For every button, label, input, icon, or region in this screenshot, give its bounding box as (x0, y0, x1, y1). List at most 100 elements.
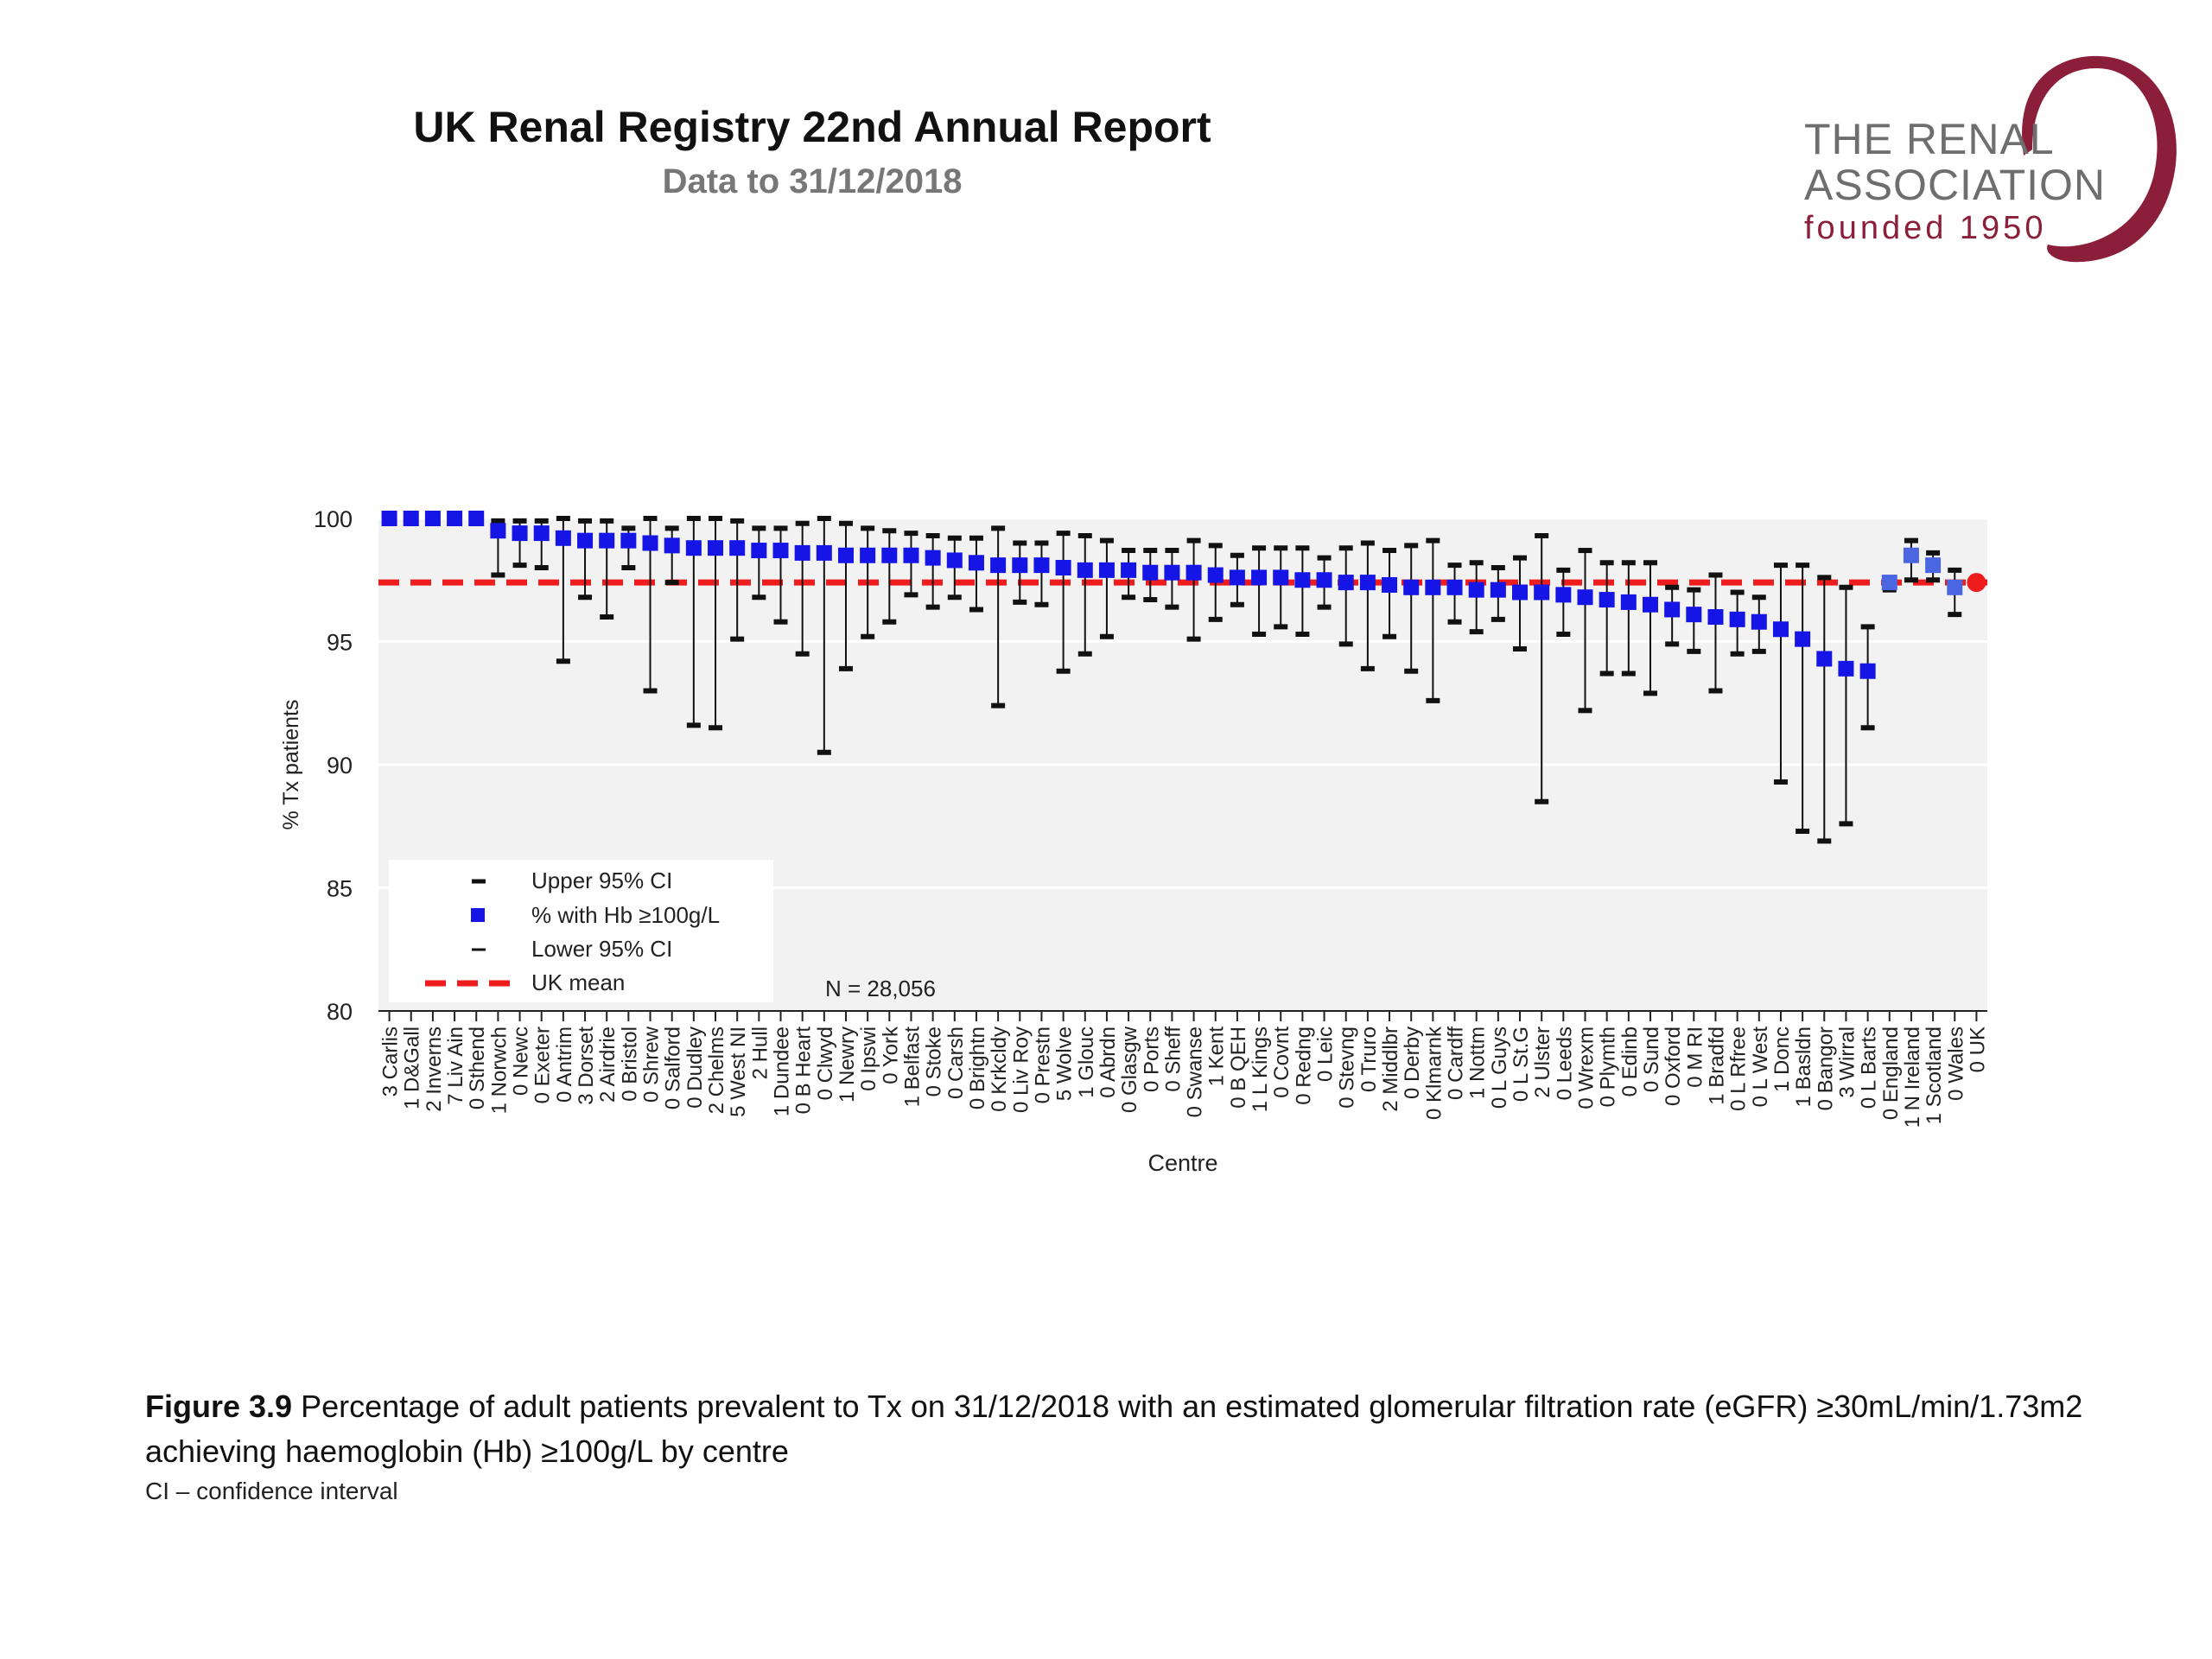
x-tick-label: 0 B Heart (792, 1027, 816, 1115)
y-tick-label: 90 (327, 753, 353, 779)
x-tick-label: 7 Liv Ain (444, 1027, 467, 1105)
data-point (1229, 569, 1245, 586)
data-point (1359, 575, 1376, 591)
data-point (620, 532, 637, 549)
data-point (708, 540, 724, 556)
data-point (1121, 562, 1137, 578)
x-tick-label: 0 Ipswi (857, 1027, 880, 1091)
x-tick-label: 1 L Kings (1249, 1027, 1272, 1112)
data-point (664, 537, 680, 554)
data-point (794, 544, 810, 561)
x-tick-label: 0 Clwyd (814, 1027, 837, 1100)
data-point (1446, 579, 1463, 595)
data-point (1555, 587, 1572, 603)
x-tick-label: 1 Basldn (1792, 1027, 1815, 1107)
data-point (1577, 589, 1593, 606)
data-point (512, 525, 528, 542)
x-tick-label: 0 Newc (510, 1027, 533, 1096)
x-tick-label: 2 Middlbr (1379, 1027, 1402, 1112)
data-point (577, 532, 594, 549)
data-point (729, 540, 746, 556)
legend-point-marker (471, 908, 485, 922)
logo-line-1: THE RENAL (1804, 115, 2055, 163)
x-tick-label: 1 Glouc (1075, 1027, 1098, 1098)
data-point (1772, 621, 1789, 638)
figure-caption-note: CI – confidence interval (145, 1478, 398, 1504)
report-subtitle: Data to 31/12/2018 (662, 162, 963, 200)
x-tick-label: 1 D&Gall (401, 1027, 424, 1109)
x-tick-label: 0 Stoke (923, 1027, 946, 1096)
x-tick-label: 0 Dudley (683, 1027, 707, 1109)
x-tick-label: 0 Shrew (640, 1026, 664, 1103)
x-tick-label: 1 N Ireland (1901, 1027, 1924, 1128)
data-point (968, 555, 984, 571)
data-point (1490, 582, 1506, 598)
x-tick-label: 2 Airdrie (596, 1027, 620, 1103)
x-tick-label: 0 Liv Roy (1009, 1027, 1033, 1113)
data-point (990, 557, 1007, 574)
x-tick-label: 0 L West (1749, 1027, 1772, 1108)
data-point (925, 550, 941, 566)
x-tick-label: 0 Carsh (944, 1027, 968, 1099)
x-tick-label: 0 Ports (1140, 1027, 1163, 1092)
y-axis-label: % Tx patients (279, 699, 303, 830)
x-tick-label: 0 B QEH (1227, 1027, 1250, 1109)
data-point (1468, 582, 1484, 598)
x-tick-label: 0 Exeter (531, 1027, 555, 1103)
data-point (1859, 663, 1876, 679)
data-point (1751, 613, 1767, 630)
x-tick-label: 2 Hull (748, 1027, 772, 1079)
data-point (1142, 564, 1159, 581)
x-tick-label: 0 UK (1966, 1027, 1989, 1072)
data-point (860, 547, 876, 563)
data-point (751, 543, 767, 559)
x-tick-label: 3 Wirral (1835, 1027, 1859, 1098)
data-point (1947, 579, 1963, 595)
data-point (1925, 557, 1942, 574)
data-point (403, 511, 419, 526)
data-point (903, 547, 919, 563)
data-point (1077, 562, 1093, 578)
data-point (1425, 579, 1441, 595)
x-tick-label: 2 Chelms (705, 1027, 728, 1114)
data-point (1512, 584, 1529, 601)
x-tick-label: 0 Abrdn (1096, 1027, 1120, 1098)
x-tick-label: 5 West NI (727, 1027, 750, 1117)
x-tick-label: 1 Newry (836, 1027, 859, 1103)
legend-label: UK mean (531, 969, 625, 995)
x-tick-label: 0 Glasgw (1118, 1026, 1141, 1113)
x-tick-label: 0 Oxford (1662, 1027, 1685, 1106)
x-tick-label: 1 Norwch (487, 1027, 511, 1114)
data-point (1664, 601, 1681, 618)
data-point (1403, 579, 1420, 595)
data-point (447, 511, 463, 526)
data-point (555, 530, 571, 546)
y-tick-label: 80 (327, 999, 353, 1025)
x-tick-label: 1 Belfast (900, 1027, 924, 1108)
x-tick-label: 0 Wrexm (1575, 1027, 1599, 1109)
data-point (533, 525, 550, 542)
x-tick-label: 0 Bristol (618, 1027, 641, 1102)
data-point (1707, 609, 1724, 625)
x-tick-label: 0 Brightn (966, 1027, 989, 1109)
x-tick-label: 0 Plymth (1597, 1027, 1620, 1107)
x-tick-label: 3 Dorset (575, 1027, 598, 1105)
x-tick-label: 1 Donc (1770, 1027, 1794, 1092)
data-point (1251, 569, 1268, 586)
data-point-uk (1967, 573, 1986, 593)
x-tick-label: 0 Leic (1314, 1027, 1338, 1082)
data-point (1316, 572, 1332, 588)
data-point (1382, 576, 1398, 593)
data-point (881, 547, 898, 563)
x-tick-label: 0 Truro (1357, 1027, 1381, 1092)
data-point (1012, 557, 1028, 574)
report-title: UK Renal Registry 22nd Annual Report (413, 103, 1211, 151)
x-tick-label: 0 Derby (1401, 1027, 1424, 1099)
data-point (1098, 562, 1115, 578)
data-point (816, 544, 832, 561)
y-tick-label: 95 (327, 630, 353, 656)
x-tick-label: 0 Sthend (466, 1027, 489, 1109)
x-tick-label: 0 Covnt (1270, 1027, 1294, 1098)
x-axis-label: Centre (1147, 1150, 1217, 1176)
